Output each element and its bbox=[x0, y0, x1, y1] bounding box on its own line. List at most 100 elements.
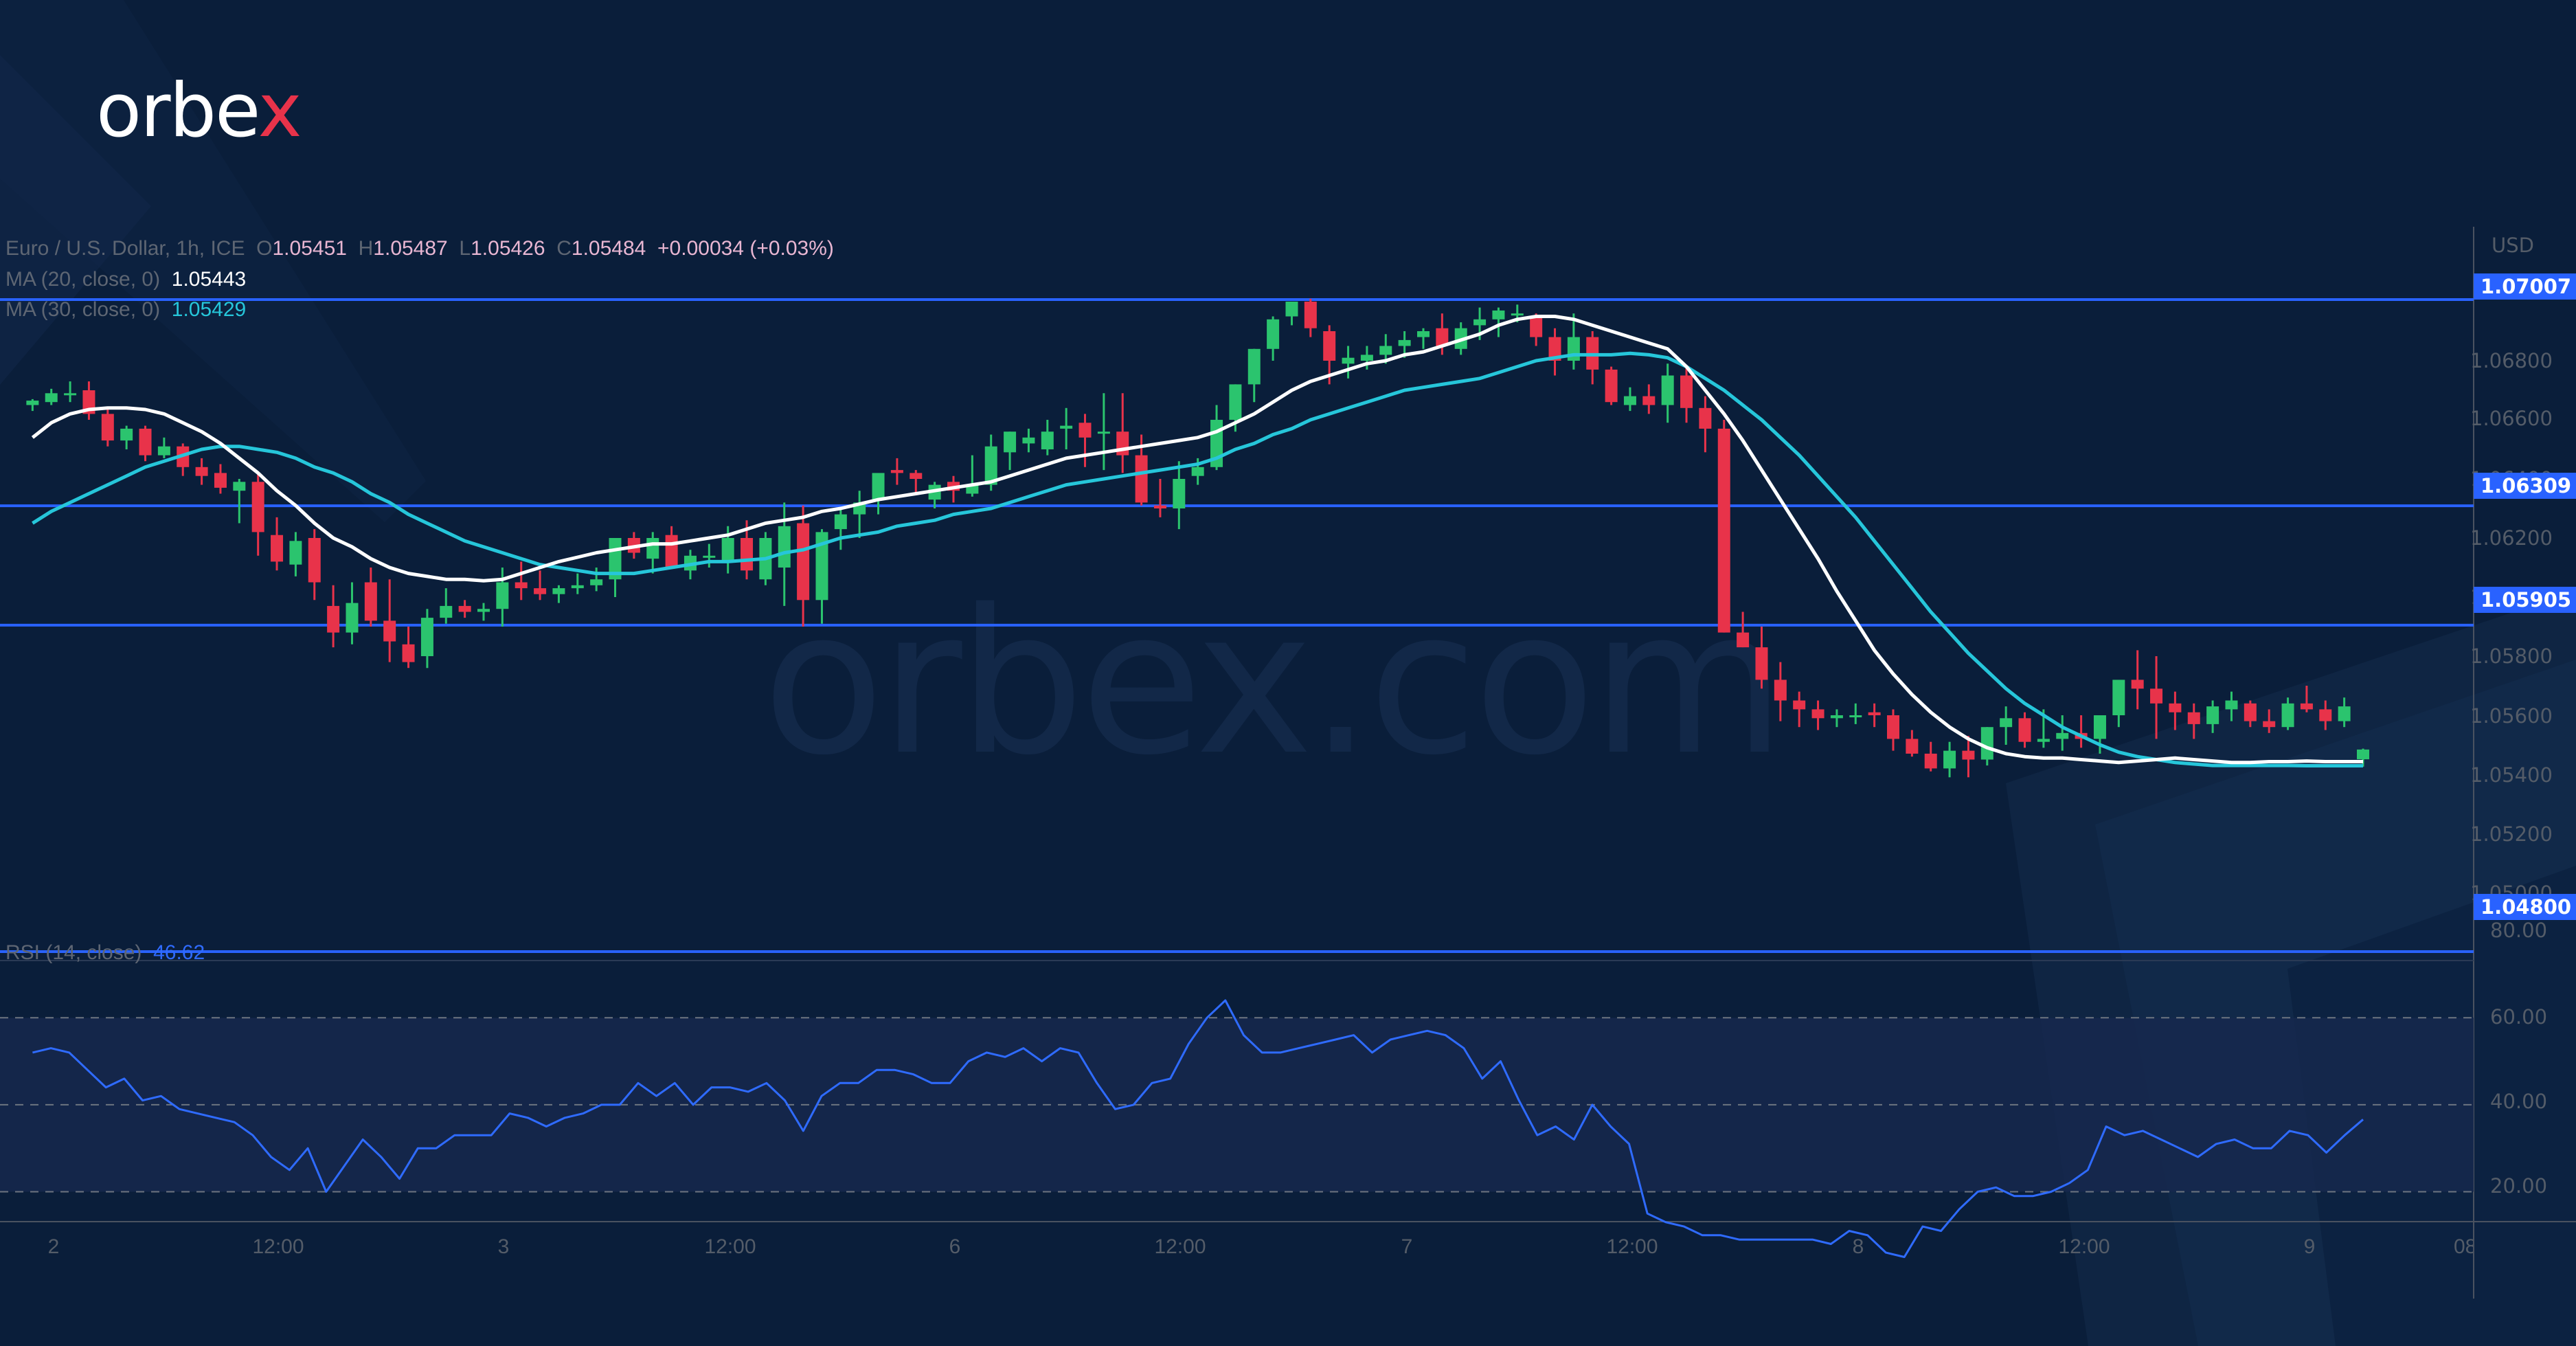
candle-up bbox=[1342, 357, 1355, 364]
candle-down bbox=[458, 605, 471, 612]
candle-up bbox=[2338, 706, 2351, 721]
time-label: 12:00 bbox=[2058, 1235, 2110, 1258]
candle-down bbox=[665, 535, 678, 568]
candle-up bbox=[1511, 313, 1524, 316]
candle-up bbox=[815, 532, 828, 601]
candle-down bbox=[797, 523, 810, 601]
rsi-tick: 20.00 bbox=[2490, 1174, 2548, 1198]
candle-up bbox=[1830, 715, 1843, 719]
ma30-value: 1.05429 bbox=[171, 298, 247, 321]
level-tag-1.07007[interactable]: 1.07007 bbox=[2474, 273, 2576, 300]
candle-down bbox=[2319, 709, 2332, 721]
close-label: C bbox=[556, 237, 572, 260]
rsi-legend[interactable]: RSI (14, close) 46.62 bbox=[5, 941, 205, 965]
candle-up bbox=[157, 446, 170, 456]
ma30-label: MA (30, close, 0) bbox=[5, 298, 161, 321]
watermark: orbex.com bbox=[762, 568, 1785, 799]
candle-down bbox=[741, 538, 754, 571]
high-label: H bbox=[358, 237, 374, 260]
candle-down bbox=[402, 644, 415, 662]
candle-down bbox=[101, 414, 114, 441]
level-tag-1.06309[interactable]: 1.06309 bbox=[2474, 473, 2576, 499]
time-label: 12:00 bbox=[252, 1235, 304, 1258]
candle-down bbox=[251, 482, 264, 532]
candle-up bbox=[26, 401, 39, 405]
time-label: 9 bbox=[2303, 1235, 2316, 1258]
logo-accent-x: x bbox=[258, 68, 302, 154]
candle-down bbox=[2131, 680, 2144, 689]
candle-up bbox=[289, 541, 302, 565]
candle-up bbox=[1041, 431, 1054, 449]
level-tag-1.05905[interactable]: 1.05905 bbox=[2474, 587, 2576, 613]
ma20-line bbox=[31, 315, 2363, 765]
time-label: 12:00 bbox=[1154, 1235, 1206, 1258]
candle-down bbox=[1811, 709, 1824, 719]
candle-up bbox=[2357, 749, 2369, 760]
symbol-legend: Euro / U.S. Dollar, 1h, ICE O1.05451 H1.… bbox=[5, 237, 834, 260]
time-label: 2 bbox=[47, 1235, 60, 1258]
time-label: 08:0 bbox=[2454, 1235, 2473, 1258]
candle-up bbox=[233, 482, 246, 491]
rsi-tick: 40.00 bbox=[2490, 1090, 2548, 1113]
candle-up bbox=[2037, 739, 2050, 742]
ma20-legend[interactable]: MA (20, close, 0) 1.05443 bbox=[5, 268, 246, 291]
candle-down bbox=[2150, 688, 2163, 704]
candle-down bbox=[2187, 712, 2200, 724]
candle-up bbox=[2225, 700, 2238, 710]
candle-up bbox=[1623, 396, 1636, 405]
candle-up bbox=[552, 588, 565, 594]
ma20-value: 1.05443 bbox=[171, 268, 247, 291]
candle-down bbox=[2244, 703, 2257, 721]
price-tick: 1.05400 bbox=[2470, 763, 2553, 787]
symbol-name: Euro / U.S. Dollar, 1h, ICE bbox=[5, 237, 245, 260]
level-tag-1.04800[interactable]: 1.04800 bbox=[2474, 894, 2576, 920]
candle-down bbox=[1887, 715, 1899, 739]
candle-up bbox=[440, 605, 453, 618]
candle-down bbox=[308, 538, 321, 583]
candle-up bbox=[1661, 375, 1674, 405]
candle-down bbox=[2169, 703, 2182, 713]
orbex-logo: orbex bbox=[96, 74, 302, 148]
candle-down bbox=[271, 535, 284, 562]
candle-down bbox=[1906, 739, 1919, 754]
time-label: 12:00 bbox=[704, 1235, 756, 1258]
ma30-line bbox=[32, 351, 2363, 767]
candle-up bbox=[1943, 750, 1956, 769]
candle-down bbox=[515, 582, 528, 589]
candle-up bbox=[834, 514, 847, 530]
candle-down bbox=[214, 473, 227, 488]
candle-up bbox=[1247, 348, 1261, 385]
high-value: 1.05487 bbox=[373, 237, 448, 260]
candle-up bbox=[1004, 431, 1017, 453]
candle-up bbox=[778, 526, 791, 568]
candle-down bbox=[1530, 316, 1543, 337]
candle-up bbox=[590, 579, 603, 585]
candle-down bbox=[1962, 750, 1975, 760]
candle-down bbox=[1548, 337, 1561, 361]
candle-up bbox=[477, 609, 490, 612]
candle-up bbox=[2206, 706, 2219, 724]
open-value: 1.05451 bbox=[272, 237, 347, 260]
candle-up bbox=[571, 585, 584, 589]
low-label: L bbox=[459, 237, 471, 260]
currency-label: USD bbox=[2492, 234, 2534, 257]
price-tick: 1.05200 bbox=[2470, 822, 2553, 846]
candle-up bbox=[1398, 339, 1411, 346]
candle-up bbox=[1022, 437, 1035, 444]
ma30-legend[interactable]: MA (30, close, 0) 1.05429 bbox=[5, 298, 246, 322]
candle-down bbox=[1304, 302, 1317, 328]
candle-down bbox=[364, 582, 377, 621]
candle-up bbox=[1229, 384, 1242, 420]
time-label: 12:00 bbox=[1606, 1235, 1658, 1258]
price-tick: 1.06600 bbox=[2470, 407, 2553, 430]
candle-up bbox=[1191, 467, 1204, 476]
change-value: +0.00034 (+0.03%) bbox=[657, 237, 834, 260]
candle-up bbox=[64, 393, 77, 396]
candle-down bbox=[1737, 632, 1750, 648]
candle-down bbox=[195, 467, 208, 476]
time-label: 6 bbox=[949, 1235, 961, 1258]
candle-down bbox=[383, 620, 396, 642]
candle-down bbox=[890, 470, 903, 473]
candle-up bbox=[703, 555, 716, 558]
